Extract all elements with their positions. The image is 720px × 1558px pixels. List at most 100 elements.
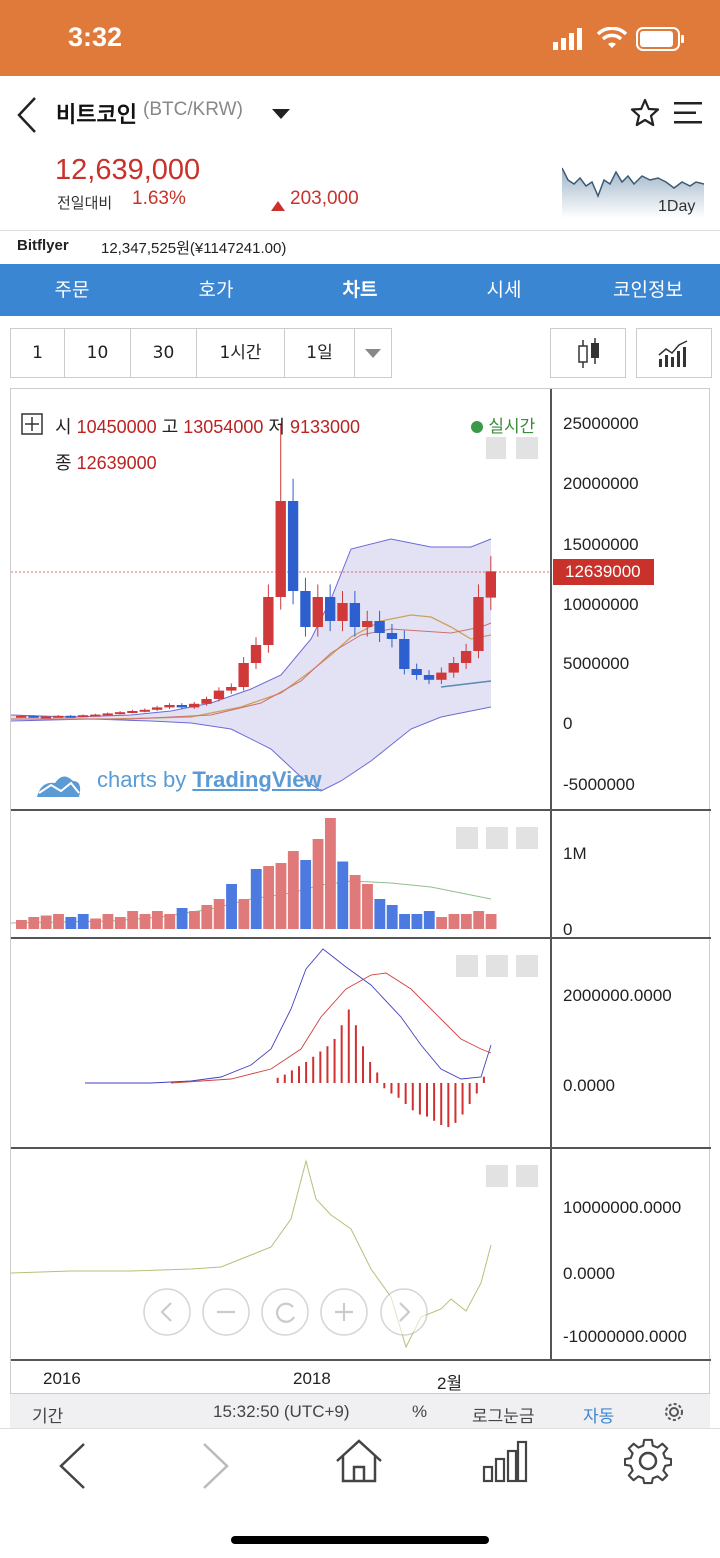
period-1day[interactable]: 1일 xyxy=(285,329,355,377)
period-1hour[interactable]: 1시간 xyxy=(197,329,285,377)
candle xyxy=(250,645,262,663)
volume-bar xyxy=(151,911,163,929)
candle xyxy=(263,597,274,645)
candle xyxy=(300,591,311,627)
volume-bar xyxy=(28,917,40,929)
candle xyxy=(374,621,385,633)
candle xyxy=(312,597,323,627)
candle xyxy=(460,651,472,663)
macd-axis-label: 0.0000 xyxy=(563,1076,615,1095)
volume-bar xyxy=(349,875,361,929)
ohlc-line-2: 종 12639000 xyxy=(55,453,157,473)
current-price: 12,639,000 xyxy=(55,154,201,186)
candle xyxy=(164,705,175,708)
volume-bar xyxy=(201,905,213,929)
tab-chart[interactable]: 차트 xyxy=(342,279,378,301)
nav-back-icon[interactable] xyxy=(56,1441,88,1491)
period-1[interactable]: 1 xyxy=(11,329,65,377)
price-axis-label: 0 xyxy=(563,714,573,733)
volume-bar xyxy=(386,905,398,929)
candle xyxy=(114,712,126,715)
candle-type-button[interactable] xyxy=(550,328,626,378)
period-label[interactable]: 기간 xyxy=(32,1407,64,1426)
chart-bottom-bar: 기간 15:32:50 (UTC+9) % 로그눈금 자동 xyxy=(10,1394,710,1428)
volume-bar xyxy=(139,914,151,929)
candle xyxy=(411,669,422,675)
candle xyxy=(448,663,459,673)
prev-day-label: 전일대비 xyxy=(57,194,113,212)
chart-area[interactable]: 시 10450000 고 13054000 저 9133000 종 126390… xyxy=(10,388,711,1395)
indicator-button[interactable] xyxy=(636,328,712,378)
ohlc-line-1: 시 10450000 고 13054000 저 9133000 xyxy=(55,417,361,437)
osc-axis-label: 10000000.0000 xyxy=(563,1198,682,1217)
tab-coin-info[interactable]: 코인정보 xyxy=(613,279,683,301)
coin-dropdown-icon[interactable] xyxy=(271,108,291,120)
candle xyxy=(16,715,27,718)
time-axis-label: 2016 xyxy=(43,1369,81,1388)
volume-bar xyxy=(226,884,237,929)
status-bar: 3:32 xyxy=(0,0,720,76)
period-10[interactable]: 10 xyxy=(65,329,131,377)
tab-market[interactable]: 시세 xyxy=(486,279,522,301)
candle xyxy=(176,705,188,708)
realtime-dot-icon xyxy=(471,421,483,433)
candle xyxy=(189,703,200,708)
last-price-tag: 12639000 xyxy=(553,559,654,585)
volume-bar xyxy=(324,818,336,929)
price-chart-svg[interactable] xyxy=(11,389,711,1395)
candle xyxy=(337,603,348,621)
volume-bar xyxy=(399,914,410,929)
candle xyxy=(28,715,39,718)
volume-bar xyxy=(77,914,89,929)
volume-bar xyxy=(287,851,299,929)
period-30[interactable]: 30 xyxy=(131,329,197,377)
volume-bar xyxy=(485,914,497,929)
expand-legend-icon[interactable] xyxy=(21,413,43,435)
nav-forward-icon[interactable] xyxy=(200,1441,232,1491)
menu-icon[interactable] xyxy=(674,100,704,126)
home-indicator xyxy=(231,1536,489,1544)
back-chevron-icon[interactable] xyxy=(16,96,38,134)
volume-bar xyxy=(411,914,423,929)
candle xyxy=(65,715,76,718)
candle xyxy=(473,597,484,651)
status-time: 3:32 xyxy=(68,22,123,52)
nav-settings-icon[interactable] xyxy=(624,1437,672,1485)
log-scale-toggle[interactable]: 로그눈금 xyxy=(472,1407,535,1426)
osc-axis-label: 0.0000 xyxy=(563,1264,615,1283)
settings-small-icon[interactable] xyxy=(664,1402,684,1422)
nav-chart-icon[interactable] xyxy=(482,1439,528,1483)
nav-home-icon[interactable] xyxy=(334,1437,384,1485)
tab-orderbook[interactable]: 호가 xyxy=(198,279,234,301)
candle xyxy=(275,501,286,597)
candle xyxy=(201,699,212,704)
volume-bar xyxy=(263,866,275,929)
prev-day-amount: 203,000 xyxy=(290,188,359,209)
macd-axis-label: 2000000.0000 xyxy=(563,986,672,1005)
candle xyxy=(90,714,101,717)
pane-separator xyxy=(11,1147,711,1149)
volume-bar xyxy=(436,917,448,929)
volume-bar xyxy=(114,917,126,929)
percent-toggle[interactable]: % xyxy=(412,1402,428,1421)
sparkline-chart[interactable] xyxy=(562,162,704,218)
y-axis-line xyxy=(550,389,552,1361)
auto-scale-toggle[interactable]: 자동 xyxy=(583,1407,615,1426)
indicator-chart-icon xyxy=(658,340,688,367)
pane-separator xyxy=(11,1359,711,1361)
tab-order[interactable]: 주문 xyxy=(54,279,90,301)
star-icon[interactable] xyxy=(630,98,660,128)
price-axis-label: 25000000 xyxy=(563,414,639,433)
pane-separator xyxy=(11,809,711,811)
osc-axis-label: -10000000.0000 xyxy=(563,1327,687,1346)
volume-bar xyxy=(40,915,52,929)
time-axis-label: 2월 xyxy=(437,1374,463,1393)
volume-bar xyxy=(127,911,139,929)
period-dropdown[interactable] xyxy=(355,329,391,377)
candle xyxy=(362,621,373,627)
volume-bar xyxy=(337,861,349,929)
price-axis-label: 5000000 xyxy=(563,654,630,673)
candlestick-icon xyxy=(578,338,599,368)
volume-bar xyxy=(312,839,324,929)
price-axis-label: 10000000 xyxy=(563,595,639,614)
